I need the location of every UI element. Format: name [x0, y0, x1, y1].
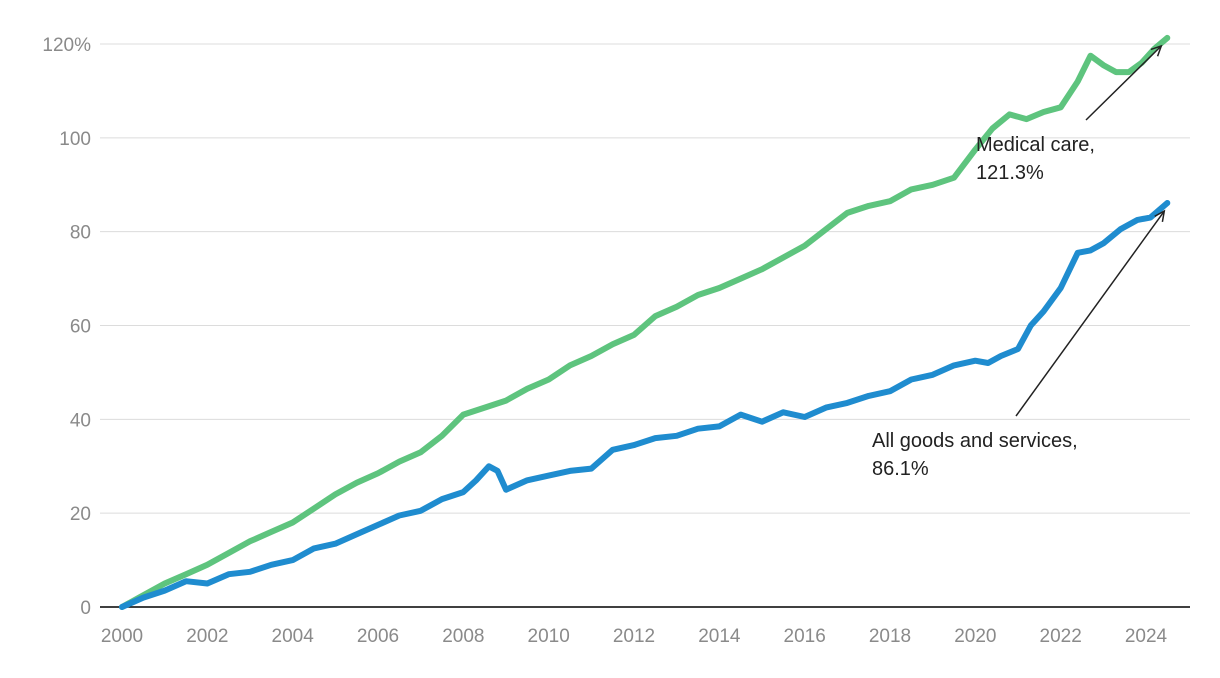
- x-tick-label: 2000: [101, 626, 143, 647]
- annotation-all-goods-and-services: All goods and services, 86.1%: [872, 209, 1166, 480]
- y-tick-label: 80: [70, 223, 91, 244]
- series-lines: [119, 34, 1171, 610]
- x-tick-label: 2022: [1040, 626, 1082, 647]
- x-axis-tick-labels: 2000 2002 2004 2006 2008 2010 2012 2014 2016 2018…: [101, 626, 1168, 647]
- y-tick-label: 0: [80, 598, 91, 619]
- y-tick-label: 20: [70, 504, 91, 525]
- annotation-arrow-all-goods-and-services: [1015, 210, 1165, 417]
- series-line-medical-care: [119, 34, 1171, 610]
- x-tick-label: 2002: [186, 626, 228, 647]
- x-tick-label: 2020: [954, 626, 996, 647]
- y-tick-label: 40: [70, 410, 91, 431]
- annotation-label-all-goods-name: All goods and services,: [872, 430, 1078, 452]
- arrowhead-medical-care: [1150, 44, 1163, 57]
- x-tick-label: 2014: [698, 626, 741, 647]
- x-tick-label: 2004: [272, 626, 315, 647]
- x-tick-label: 2012: [613, 626, 655, 647]
- y-axis-tick-labels: 0 20 40 60 80 100 120%: [42, 35, 91, 619]
- y-tick-label: 100: [59, 129, 91, 150]
- x-tick-label: 2006: [357, 626, 399, 647]
- annotation-arrow-medical-care: [1085, 45, 1162, 121]
- y-tick-label: 60: [70, 317, 91, 338]
- annotation-medical-care: Medical care, 121.3%: [976, 44, 1163, 184]
- annotation-label-medical-care-name: Medical care,: [976, 134, 1095, 156]
- x-tick-label: 2018: [869, 626, 911, 647]
- x-tick-label: 2008: [442, 626, 484, 647]
- x-tick-label: 2024: [1125, 626, 1168, 647]
- x-tick-label: 2010: [528, 626, 570, 647]
- arrowhead-all-goods-and-services: [1154, 209, 1166, 223]
- annotation-label-all-goods-value: 86.1%: [872, 458, 929, 480]
- x-tick-label: 2016: [784, 626, 826, 647]
- y-tick-label: 120%: [42, 35, 91, 56]
- series-line-all-goods-and-services: [119, 200, 1171, 610]
- annotations: Medical care, 121.3% All goods and servi…: [872, 44, 1166, 480]
- annotation-label-medical-care-value: 121.3%: [976, 162, 1044, 184]
